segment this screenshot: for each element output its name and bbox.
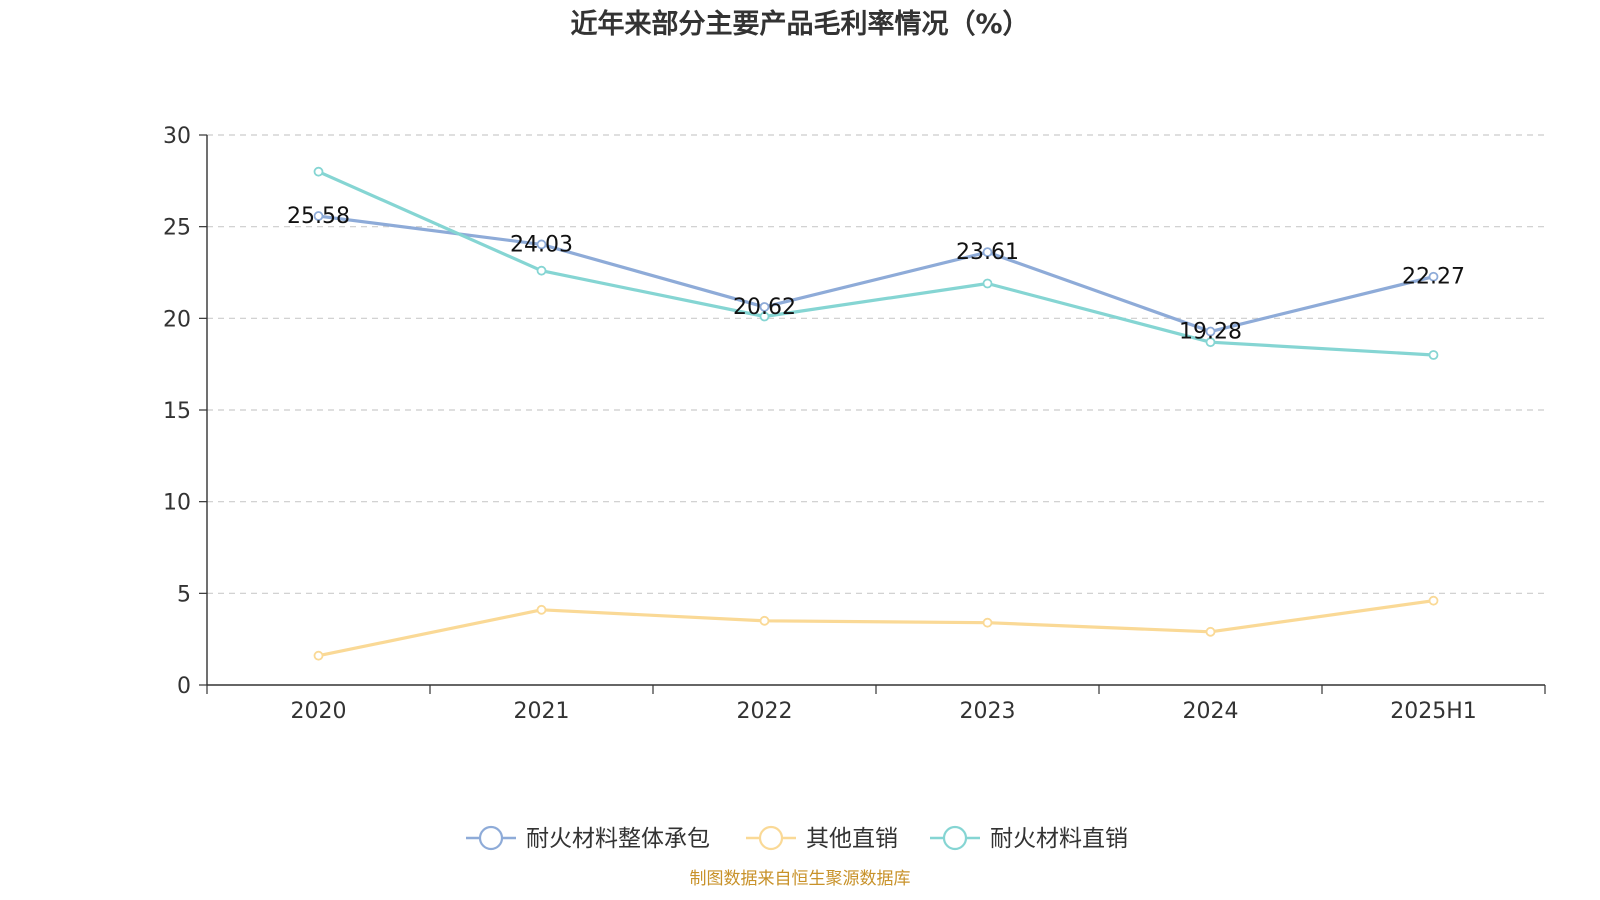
data-labels: 25.58 24.03 20.62 23.61 19.28 22.27 [287, 204, 1465, 344]
legend-item-2[interactable]: 耐火材料直销 [930, 825, 1128, 852]
data-point[interactable] [759, 615, 770, 626]
data-label: 19.28 [1179, 320, 1242, 345]
x-tick-label: 2020 [291, 699, 347, 724]
data-point[interactable] [759, 302, 770, 312]
data-label: 23.61 [956, 240, 1019, 265]
legend-marker [758, 825, 784, 851]
y-tick-label: 10 [163, 491, 191, 516]
data-point[interactable] [536, 265, 547, 276]
data-point[interactable] [982, 278, 993, 289]
series-line-1 [316, 599, 1436, 658]
x-tick-label: 2024 [1183, 699, 1239, 724]
data-point[interactable] [1205, 326, 1216, 337]
legend-marker [478, 825, 504, 851]
x-tick-label: 2023 [960, 699, 1016, 724]
y-tick-label: 5 [177, 582, 191, 607]
data-point[interactable] [1205, 337, 1216, 348]
data-point[interactable] [1205, 626, 1216, 637]
data-point[interactable] [759, 311, 770, 322]
data-label: 25.58 [287, 204, 350, 229]
series-layer [313, 166, 1439, 661]
x-tick-label: 2021 [514, 699, 570, 724]
x-tick-label: 2022 [737, 699, 793, 724]
y-tick-label: 25 [163, 216, 191, 241]
legend-label: 其他直销 [806, 826, 898, 852]
x-tick-label: 2025H1 [1390, 699, 1477, 724]
y-tick-label: 15 [163, 399, 191, 424]
data-point[interactable] [536, 604, 547, 615]
data-point[interactable] [313, 211, 324, 221]
y-tick-label: 20 [163, 307, 191, 332]
series-line-0 [316, 214, 1436, 334]
chart-title: 近年来部分主要产品毛利率情况（%） [570, 8, 1029, 40]
series-line-2 [316, 170, 1436, 357]
data-point[interactable] [1428, 350, 1439, 360]
legend-item-1[interactable]: 其他直销 [746, 825, 898, 852]
legend[interactable]: 耐火材料整体承包 其他直销 耐火材料直销 [466, 825, 1128, 852]
legend-marker [942, 825, 968, 851]
data-point[interactable] [1428, 271, 1439, 282]
data-point[interactable] [536, 239, 547, 250]
legend-label: 耐火材料整体承包 [526, 826, 710, 852]
data-point[interactable] [982, 247, 993, 258]
data-label: 20.62 [733, 295, 796, 320]
data-point[interactable] [313, 650, 324, 661]
y-tick-label: 30 [163, 124, 191, 149]
y-tick-label: 0 [177, 674, 191, 699]
data-label: 24.03 [510, 232, 573, 257]
data-point[interactable] [982, 617, 993, 628]
axes: 0 5 10 15 20 25 30 2020 2021 2022 2023 2024 2025H1 [163, 124, 1546, 724]
data-point[interactable] [1428, 595, 1439, 606]
source-note: 制图数据来自恒生聚源数据库 [690, 869, 911, 889]
grid-lines [207, 134, 1545, 594]
legend-item-0[interactable]: 耐火材料整体承包 [466, 825, 710, 852]
legend-label: 耐火材料直销 [990, 826, 1128, 852]
data-point[interactable] [313, 166, 324, 177]
data-label: 22.27 [1402, 265, 1465, 290]
